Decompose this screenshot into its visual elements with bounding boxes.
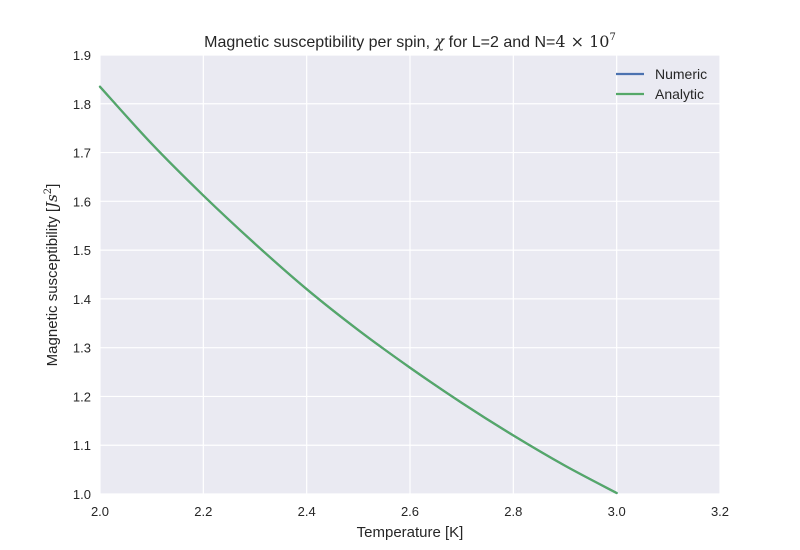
y-tick-label: 1.4 bbox=[73, 292, 91, 307]
ylabel-exp: 2 bbox=[43, 188, 54, 194]
x-tick-label: 2.0 bbox=[91, 504, 109, 519]
y-tick-label: 1.6 bbox=[73, 194, 91, 209]
y-tick-label: 1.3 bbox=[73, 341, 91, 356]
ylabel-prefix: Magnetic susceptibility [ bbox=[44, 207, 61, 366]
y-tick-label: 1.0 bbox=[73, 487, 91, 502]
y-tick-label: 1.1 bbox=[73, 438, 91, 453]
chart-title: Magnetic susceptibility per spin, χ for … bbox=[204, 32, 616, 51]
legend-label-analytic: Analytic bbox=[655, 86, 704, 102]
x-tick-label: 3.2 bbox=[711, 504, 729, 519]
title-prefix: Magnetic susceptibility per spin, bbox=[204, 34, 434, 51]
x-tick-label: 2.2 bbox=[194, 504, 212, 519]
title-math-exp: 7 bbox=[609, 32, 615, 43]
title-math-base: 4 × 10 bbox=[555, 32, 609, 51]
legend-label-numeric: Numeric bbox=[655, 66, 707, 82]
x-tick-label: 2.4 bbox=[298, 504, 316, 519]
y-axis-label: Magnetic susceptibility [Js2] bbox=[43, 184, 61, 367]
y-tick-labels: 1.0 1.1 1.2 1.3 1.4 1.5 1.6 1.7 1.8 1.9 bbox=[73, 48, 91, 502]
legend: Numeric Analytic bbox=[616, 66, 707, 102]
y-tick-label: 1.7 bbox=[73, 146, 91, 161]
y-tick-label: 1.9 bbox=[73, 48, 91, 63]
y-tick-label: 1.2 bbox=[73, 389, 91, 404]
grid-lines bbox=[99, 54, 721, 495]
title-middle: for L=2 and N= bbox=[444, 34, 555, 51]
y-tick-label: 1.8 bbox=[73, 97, 91, 112]
ylabel-math: Js bbox=[43, 194, 61, 211]
y-tick-label: 1.5 bbox=[73, 243, 91, 258]
series-lines bbox=[98, 85, 618, 495]
x-axis-label: Temperature [K] bbox=[357, 524, 464, 541]
series-line-analytic bbox=[98, 85, 618, 495]
ylabel-suffix: ] bbox=[44, 184, 61, 188]
x-tick-label: 2.8 bbox=[504, 504, 522, 519]
x-tick-labels: 2.0 2.2 2.4 2.6 2.8 3.0 3.2 bbox=[91, 504, 729, 519]
x-tick-label: 2.6 bbox=[401, 504, 419, 519]
x-tick-label: 3.0 bbox=[608, 504, 626, 519]
title-symbol: χ bbox=[433, 32, 445, 51]
